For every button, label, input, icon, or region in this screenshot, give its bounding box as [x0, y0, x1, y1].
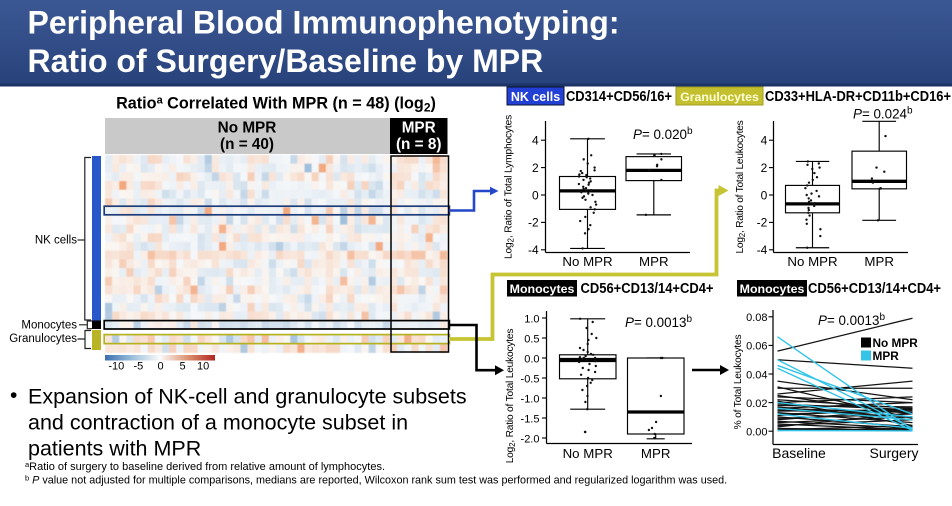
svg-text:0.02: 0.02	[746, 398, 767, 410]
svg-text:0.08: 0.08	[746, 312, 767, 324]
svg-text:10: 10	[197, 361, 209, 373]
svg-text:4: 4	[761, 134, 768, 148]
svg-text:2: 2	[761, 161, 768, 175]
svg-text:Monocytes: Monocytes	[740, 282, 805, 296]
svg-text:0.04: 0.04	[746, 369, 767, 381]
svg-text:MPR: MPR	[873, 349, 900, 363]
svg-text:MPR: MPR	[641, 446, 671, 461]
svg-text:-2.0: -2.0	[521, 433, 540, 445]
svg-text:0.00: 0.00	[746, 427, 767, 439]
svg-text:0: 0	[532, 188, 539, 202]
svg-text:No MPR: No MPR	[218, 120, 277, 137]
svg-text:-1.0: -1.0	[521, 393, 540, 405]
svg-text:(n = 8): (n = 8)	[396, 136, 441, 153]
svg-text:NK cells: NK cells	[35, 235, 77, 247]
svg-text:-5: -5	[134, 361, 144, 373]
svg-text:NK cells: NK cells	[511, 90, 560, 104]
svg-text:% of Total Leukocytes: % of Total Leukocytes	[733, 335, 744, 430]
svg-text:CD314+CD56/16+: CD314+CD56/16+	[566, 89, 672, 105]
svg-text:CD56+CD13/14+CD4+: CD56+CD13/14+CD4+	[581, 281, 714, 297]
svg-text:4: 4	[532, 134, 539, 148]
svg-text:-10: -10	[108, 361, 124, 373]
svg-text:Log2, Ratio of Total Leukocyte: Log2, Ratio of Total Leukocytes	[735, 120, 747, 253]
svg-text:0.0: 0.0	[524, 353, 539, 365]
svg-text:Log2, Ratio of Total Leukocyte: Log2, Ratio of Total Leukocytes	[505, 329, 517, 464]
svg-text:and contraction of a monocyte: and contraction of a monocyte subset in	[28, 411, 408, 435]
svg-text:0: 0	[761, 188, 768, 202]
svg-text:P= 0.0013b: P= 0.0013b	[625, 314, 692, 330]
svg-text:P= 0.0013b: P= 0.0013b	[818, 312, 885, 328]
svg-text:2: 2	[532, 161, 539, 175]
svg-text:CD33+HLA-DR+CD11b+CD16+: CD33+HLA-DR+CD11b+CD16+	[765, 89, 951, 105]
svg-text:No MPR: No MPR	[873, 336, 919, 350]
svg-text:No MPR: No MPR	[563, 446, 613, 461]
svg-text:P= 0.024b: P= 0.024b	[853, 106, 913, 122]
svg-text:0.06: 0.06	[746, 341, 767, 353]
svg-text:P= 0.020b: P= 0.020b	[633, 126, 693, 142]
svg-text:Log2, Ratio of Total Lymphocyt: Log2, Ratio of Total Lymphocytes	[504, 115, 516, 259]
svg-text:Granulocytes: Granulocytes	[9, 333, 77, 345]
svg-text:MPR: MPR	[639, 254, 669, 269]
svg-text:Monocytes: Monocytes	[510, 282, 575, 296]
svg-text:1.0: 1.0	[524, 313, 539, 325]
svg-text:-4: -4	[528, 243, 539, 257]
svg-text:MPR: MPR	[402, 120, 436, 137]
svg-text:Monocytes: Monocytes	[21, 319, 77, 331]
svg-text:patients with MPR: patients with MPR	[28, 437, 201, 461]
svg-text:Expansion of NK-cell and granu: Expansion of NK-cell and granulocyte sub…	[28, 385, 467, 409]
svg-text:-1.5: -1.5	[521, 413, 540, 425]
svg-text:aRatio of surgery to baseline: aRatio of surgery to baseline derived fr…	[25, 460, 385, 473]
svg-text:Ratioa Correlated With MPR (n: Ratioa Correlated With MPR (n = 48) (log…	[116, 95, 436, 115]
svg-text:No MPR: No MPR	[562, 254, 612, 269]
svg-text:Baseline: Baseline	[772, 445, 826, 461]
svg-text:b P value not adjusted for mul: b P value not adjusted for multiple comp…	[25, 474, 727, 487]
svg-text:No MPR: No MPR	[787, 254, 837, 269]
svg-text:Ratio of Surgery/Baseline by M: Ratio of Surgery/Baseline by MPR	[28, 43, 544, 79]
svg-text:Peripheral Blood Immunophenoty: Peripheral Blood Immunophenotyping:	[28, 5, 620, 41]
svg-text:0.5: 0.5	[524, 333, 539, 345]
svg-text:-2: -2	[757, 216, 768, 230]
svg-text:Surgery: Surgery	[869, 445, 918, 461]
svg-text:5: 5	[180, 361, 186, 373]
svg-text:MPR: MPR	[864, 254, 894, 269]
svg-text:-0.5: -0.5	[521, 373, 540, 385]
svg-text:•: •	[10, 384, 17, 407]
svg-text:0: 0	[157, 361, 163, 373]
svg-text:CD56+CD13/14+CD4+: CD56+CD13/14+CD4+	[808, 281, 941, 297]
svg-text:(n = 40): (n = 40)	[220, 136, 274, 153]
svg-text:-4: -4	[757, 243, 768, 257]
svg-text:-2: -2	[528, 216, 539, 230]
svg-text:Granulocytes: Granulocytes	[680, 90, 759, 104]
